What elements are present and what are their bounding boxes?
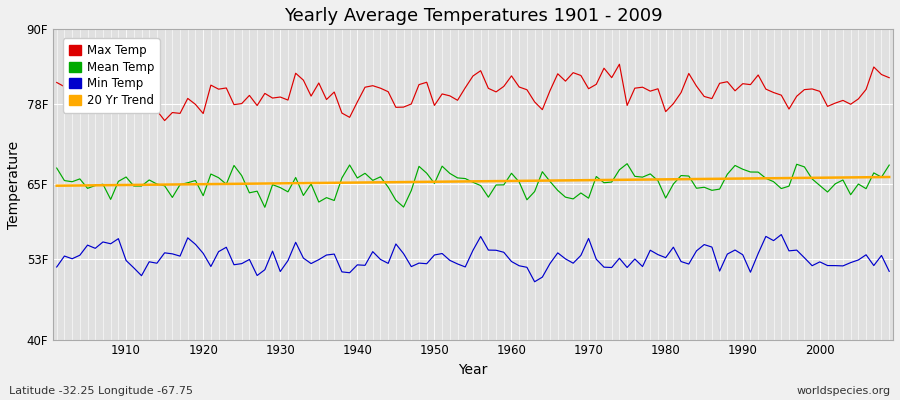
Legend: Max Temp, Mean Temp, Min Temp, 20 Yr Trend: Max Temp, Mean Temp, Min Temp, 20 Yr Tre…	[63, 38, 160, 113]
Text: Latitude -32.25 Longitude -67.75: Latitude -32.25 Longitude -67.75	[9, 386, 193, 396]
X-axis label: Year: Year	[458, 363, 488, 377]
Title: Yearly Average Temperatures 1901 - 2009: Yearly Average Temperatures 1901 - 2009	[284, 7, 662, 25]
Text: worldspecies.org: worldspecies.org	[796, 386, 891, 396]
Y-axis label: Temperature: Temperature	[7, 140, 21, 228]
